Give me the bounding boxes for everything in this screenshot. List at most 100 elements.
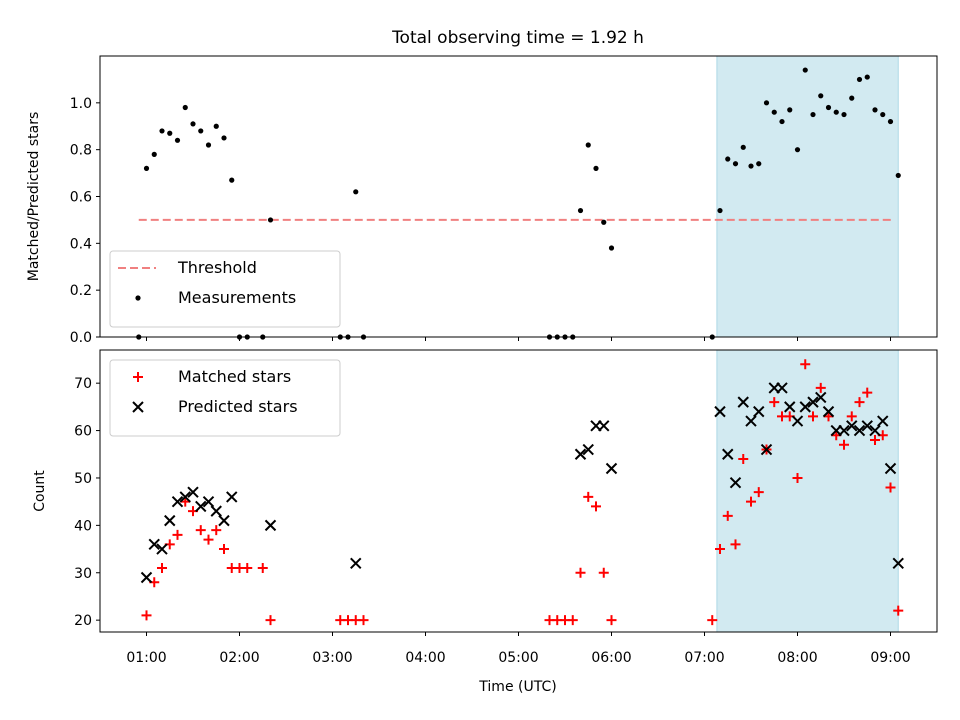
data-point <box>353 189 359 195</box>
data-point <box>591 501 601 512</box>
legend-swatch <box>133 372 143 382</box>
data-point <box>265 615 276 626</box>
data-point <box>838 424 850 437</box>
x-tick-label: 06:00 <box>591 650 631 666</box>
data-point <box>862 387 873 398</box>
x-tick-label: 01:00 <box>126 650 166 666</box>
data-point <box>575 567 586 578</box>
panel-count: 20 30 40 50 60 70 01:00 02:00 03:00 04:00 05:00 06:… <box>32 349 938 666</box>
data-point <box>598 420 610 432</box>
y-tick-label: 70 <box>74 376 92 392</box>
legend-label: Matched stars <box>178 367 291 386</box>
y-tick-label: 0.2 <box>70 283 92 299</box>
data-point <box>171 495 184 508</box>
data-point <box>608 245 615 251</box>
y-tick-label: 0.8 <box>70 143 92 159</box>
data-point <box>800 359 811 370</box>
data-point <box>794 147 801 153</box>
series-predicted-stars <box>140 382 904 584</box>
data-point <box>707 615 718 626</box>
data-point <box>839 439 849 450</box>
data-point <box>598 567 609 578</box>
data-point <box>202 495 215 508</box>
data-point <box>884 462 897 475</box>
data-point <box>583 491 594 502</box>
data-point <box>157 563 167 574</box>
data-point <box>729 476 742 489</box>
data-point <box>892 557 904 569</box>
data-point <box>140 571 153 584</box>
data-point <box>221 135 227 141</box>
y-tick-label: 40 <box>74 518 92 534</box>
data-point <box>769 397 780 408</box>
data-point <box>143 165 150 171</box>
data-point <box>722 448 734 460</box>
data-point <box>784 401 796 413</box>
data-point <box>242 563 253 574</box>
data-point <box>267 217 274 223</box>
data-point <box>574 448 587 460</box>
data-point <box>756 161 762 167</box>
data-point <box>213 123 219 129</box>
data-point <box>179 491 191 503</box>
data-point <box>182 104 188 111</box>
data-point <box>211 525 222 536</box>
data-point <box>172 529 183 540</box>
data-point <box>606 615 617 626</box>
legend-label: Measurements <box>178 288 296 307</box>
data-point <box>156 543 168 555</box>
data-point <box>791 415 804 427</box>
y-tick-label: 30 <box>74 566 92 582</box>
data-point <box>601 219 607 225</box>
y-tick-label: 60 <box>74 424 92 440</box>
data-point <box>187 486 199 498</box>
legend-label: Threshold <box>177 258 257 277</box>
legend: Threshold Measurements <box>109 250 341 328</box>
x-tick-label: 02:00 <box>219 650 259 666</box>
data-point <box>763 100 770 106</box>
data-point <box>722 510 733 521</box>
data-point <box>167 130 173 136</box>
data-point <box>846 411 857 422</box>
data-point <box>218 514 230 527</box>
y-tick-label: 20 <box>74 613 92 629</box>
legend: Matched stars Predicted stars <box>109 359 341 437</box>
data-point <box>190 121 196 127</box>
data-point <box>893 605 904 616</box>
data-point <box>815 382 826 393</box>
data-point <box>849 95 855 101</box>
data-point <box>746 496 756 507</box>
data-point <box>872 107 878 113</box>
data-point <box>737 396 749 408</box>
data-point <box>887 118 894 125</box>
data-point <box>159 128 165 134</box>
data-point <box>822 405 835 418</box>
data-point <box>753 405 765 418</box>
y-tick-label: 0.6 <box>70 190 92 206</box>
data-point <box>195 525 206 536</box>
data-point <box>730 539 741 550</box>
data-point <box>714 405 726 418</box>
data-point <box>870 435 880 446</box>
data-point <box>210 505 222 517</box>
legend-swatch <box>135 295 141 301</box>
highlight-band <box>716 55 899 338</box>
data-point <box>760 443 773 456</box>
data-point <box>745 415 757 427</box>
data-point <box>880 111 886 118</box>
data-point <box>205 142 212 148</box>
data-point <box>195 500 207 513</box>
data-point <box>148 538 160 551</box>
data-point <box>799 401 811 413</box>
data-point <box>732 161 739 167</box>
data-point <box>846 420 858 432</box>
data-point <box>567 615 578 626</box>
data-point <box>771 109 777 115</box>
data-point <box>825 104 832 111</box>
y-tick-label: 0.4 <box>70 236 92 252</box>
legend-box <box>109 250 341 328</box>
data-point <box>808 411 818 422</box>
data-point <box>776 382 788 394</box>
data-point <box>725 156 731 162</box>
data-point <box>715 544 725 555</box>
